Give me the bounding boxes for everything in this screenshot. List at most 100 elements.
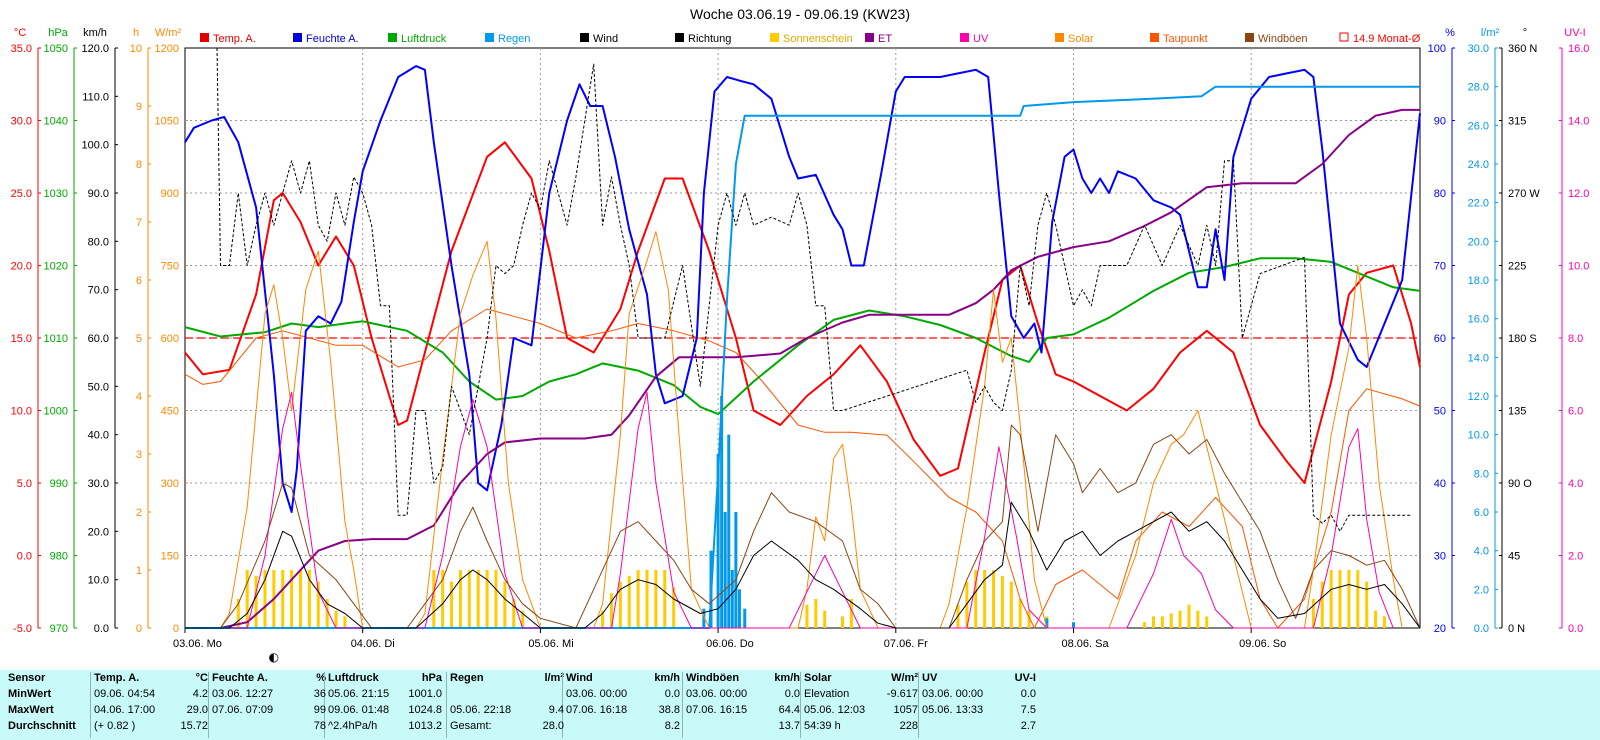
stat-cell: 0.0 bbox=[784, 688, 800, 700]
axis-unit-label: % bbox=[1445, 27, 1455, 39]
bar bbox=[307, 570, 311, 628]
bar bbox=[734, 512, 738, 628]
bar bbox=[476, 570, 480, 628]
bar bbox=[720, 396, 724, 628]
tick-label: 60 bbox=[1434, 333, 1446, 345]
bar bbox=[609, 593, 613, 628]
stat-cell: ^2.4hPa/h bbox=[328, 720, 378, 732]
stat-cell: km/h bbox=[774, 672, 800, 684]
bar bbox=[840, 616, 844, 628]
axis-unit-label: ° bbox=[1523, 27, 1527, 39]
tick-label: 120.0 bbox=[81, 43, 109, 55]
tick-label: 20.0 bbox=[88, 526, 109, 538]
bar bbox=[992, 570, 996, 628]
tick-label: 30 bbox=[1434, 551, 1446, 563]
tick-label: 180 S bbox=[1508, 333, 1537, 345]
stat-cell: 13.7 bbox=[778, 720, 800, 732]
stat-divider bbox=[800, 672, 801, 738]
tick-label: 1000 bbox=[44, 406, 68, 418]
stat-cell: Elevation bbox=[804, 688, 850, 700]
tick-label: 110.0 bbox=[82, 91, 109, 103]
stat-cell: Windböen bbox=[686, 672, 740, 684]
stat-cell: 03.06. 00:00 bbox=[566, 688, 628, 700]
stat-cell: 54:39 h bbox=[804, 720, 841, 732]
tick-label: 10.0 bbox=[1568, 261, 1589, 273]
tick-label: 6 bbox=[136, 275, 142, 287]
tick-label: 16.0 bbox=[1468, 314, 1489, 326]
x-tick-label: 04.06. Di bbox=[351, 638, 395, 650]
tick-label: 50.0 bbox=[88, 381, 109, 393]
tick-label: 8.0 bbox=[1568, 333, 1583, 345]
bar bbox=[245, 570, 249, 628]
bar bbox=[512, 599, 516, 628]
stat-cell: 03.06. 12:27 bbox=[212, 688, 274, 700]
legend-item: 14.9 Monat-Ø bbox=[1339, 32, 1421, 45]
legend-swatch bbox=[675, 33, 684, 42]
tick-label: 90 O bbox=[1508, 478, 1532, 490]
stat-cell: Regen bbox=[450, 672, 484, 684]
bar bbox=[1071, 622, 1075, 628]
tick-label: 18.0 bbox=[1468, 275, 1489, 287]
bar bbox=[441, 570, 445, 628]
series-line bbox=[184, 141, 1421, 484]
tick-label: 70.0 bbox=[88, 285, 109, 297]
legend-label: Temp. A. bbox=[213, 33, 256, 45]
series-line bbox=[185, 85, 1420, 629]
bar bbox=[702, 608, 706, 628]
legend-label: 14.9 Monat-Ø bbox=[1353, 33, 1421, 45]
tick-label: 20.0 bbox=[1468, 236, 1489, 248]
legend-swatch bbox=[293, 33, 302, 42]
tick-label: 30.0 bbox=[88, 478, 109, 490]
chart-title: Woche 03.06.19 - 09.06.19 (KW23) bbox=[690, 6, 910, 22]
axes: °C-5.00.05.010.015.020.025.030.035.0hPa9… bbox=[11, 27, 1590, 635]
stat-cell: % bbox=[316, 672, 326, 684]
stat-cell: 1013.2 bbox=[408, 720, 442, 732]
tick-label: 0.0 bbox=[1474, 623, 1489, 635]
bar bbox=[805, 604, 809, 628]
tick-label: 8.0 bbox=[1474, 468, 1489, 480]
bar bbox=[1178, 610, 1182, 628]
x-tick-label: 03.06. Mo bbox=[173, 638, 222, 650]
stat-cell: UV bbox=[922, 672, 938, 684]
stat-cell: Feuchte A. bbox=[212, 672, 268, 684]
legend-swatch bbox=[485, 33, 494, 42]
axis-humidity: % 20 30 40 50 60 70 80 90 100 bbox=[1428, 27, 1455, 635]
tick-label: 1040 bbox=[44, 116, 68, 128]
bar bbox=[432, 570, 436, 628]
series-line bbox=[216, 47, 1412, 532]
bar bbox=[1196, 610, 1200, 628]
tick-label: 12.0 bbox=[1468, 391, 1489, 403]
legend-item: Temp. A. bbox=[200, 33, 256, 45]
stat-cell: Durchschnitt bbox=[8, 720, 76, 732]
tick-label: 35.0 bbox=[11, 43, 32, 55]
tick-label: 60.0 bbox=[88, 333, 109, 345]
legend-swatch bbox=[865, 33, 874, 42]
stat-cell: °C bbox=[195, 672, 208, 684]
legend-item: UV bbox=[960, 33, 989, 45]
bar bbox=[645, 570, 649, 628]
series-line bbox=[184, 308, 1421, 629]
tick-label: 20.0 bbox=[11, 261, 32, 273]
stat-cell: 1057 bbox=[893, 704, 918, 716]
legend-item: Solar bbox=[1055, 33, 1094, 45]
series-line bbox=[185, 108, 1420, 629]
bar bbox=[672, 587, 676, 628]
bar bbox=[1356, 570, 1360, 628]
stat-divider bbox=[446, 672, 447, 738]
tick-label: 22.0 bbox=[1468, 198, 1489, 210]
bar bbox=[627, 575, 631, 628]
tick-label: 0 bbox=[136, 623, 142, 635]
tick-label: 0.0 bbox=[94, 623, 109, 635]
tick-label: 8 bbox=[136, 159, 142, 171]
series-line bbox=[185, 501, 1421, 629]
stat-cell: km/h bbox=[654, 672, 680, 684]
series-line bbox=[184, 257, 1421, 416]
axis-rain: l/m² 0.0 2.0 4.0 6.0 8.0 10.0 12.0 14.0 16.0 18.0 2… bbox=[1468, 27, 1500, 635]
stat-cell: 9.4 bbox=[548, 704, 564, 716]
stat-cell: 07.06. 07:09 bbox=[212, 704, 274, 716]
tick-label: 80.0 bbox=[88, 236, 109, 248]
legend-swatch bbox=[770, 33, 779, 42]
series-line bbox=[185, 424, 1421, 629]
bar bbox=[965, 581, 969, 628]
tick-label: 10.0 bbox=[11, 406, 32, 418]
